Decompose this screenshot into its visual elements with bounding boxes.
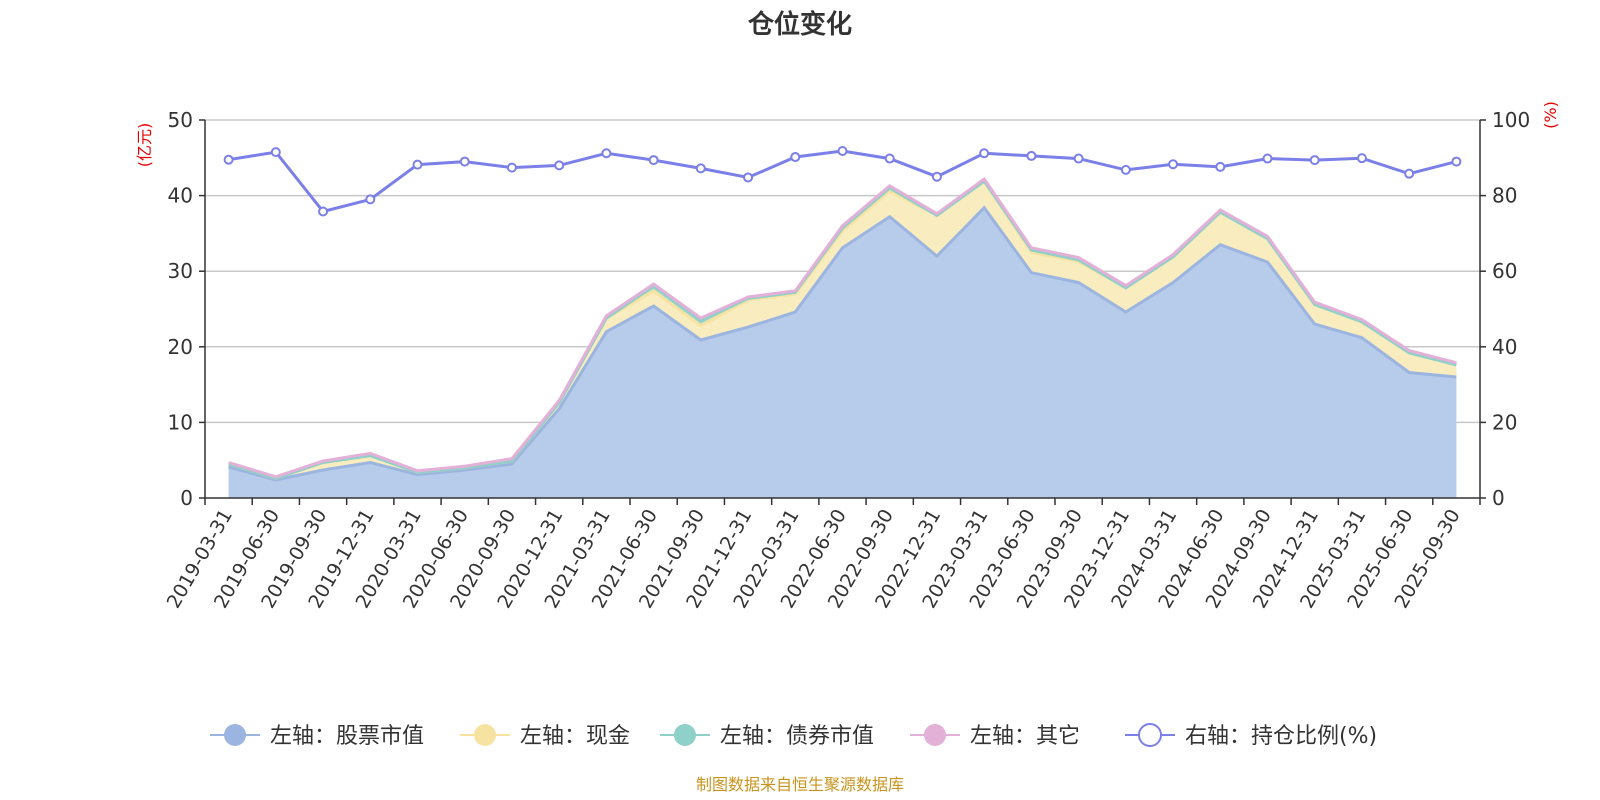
ratio-point [931, 171, 942, 182]
ratio-point [1073, 153, 1084, 164]
legend-label: 左轴：债券市值 [720, 724, 874, 749]
right-axis-ticks: 0 20 40 60 80 100 [1480, 108, 1530, 510]
area-series-1 [228, 207, 1457, 498]
data-source-note: 制图数据来自恒生聚源数据库 [696, 775, 904, 794]
ratio-point [1262, 153, 1273, 164]
x-axis-ticks: 2019-03-312019-06-302019-09-302019-12-31… [163, 498, 1481, 612]
ratio-point [270, 147, 281, 158]
legend-item-1: 左轴：股票市值 [210, 724, 424, 749]
left-tick-label: 0 [180, 486, 193, 510]
axes [204, 120, 1481, 499]
ratio-point [695, 163, 706, 174]
legend-marker [474, 724, 496, 746]
ratio-point [554, 160, 565, 171]
ratio-point [1404, 168, 1415, 179]
ratio-point [979, 148, 990, 159]
ratio-point [459, 156, 470, 167]
ratio-point [601, 148, 612, 159]
left-tick-label: 50 [168, 108, 193, 132]
left-tick-label: 20 [168, 335, 193, 359]
legend-marker [674, 724, 696, 746]
ratio-point [223, 154, 234, 165]
ratio-point [412, 159, 423, 170]
legend-item-3: 左轴：债券市值 [660, 724, 874, 749]
area-edge-series-1 [228, 205, 1457, 482]
legend-marker [1138, 723, 1162, 747]
ratio-point [365, 194, 376, 205]
chart-title: 仓位变化 [747, 9, 852, 40]
ratio-point [1026, 150, 1037, 161]
legend-marker [224, 724, 246, 746]
right-tick-label: 100 [1492, 108, 1530, 132]
right-tick-label: 20 [1492, 410, 1517, 434]
left-axis-unit: (亿元) [135, 123, 154, 168]
right-tick-label: 40 [1492, 335, 1517, 359]
legend-label: 右轴：持仓比例(%) [1185, 724, 1377, 749]
right-tick-label: 80 [1492, 184, 1517, 208]
legend-marker [924, 724, 946, 746]
left-tick-label: 10 [168, 410, 193, 434]
legend: 左轴：股票市值 左轴：现金 左轴：债券市值 左轴：其它 右轴：持仓比例(%) [210, 723, 1377, 749]
ratio-point [1120, 164, 1131, 175]
legend-label: 左轴：现金 [520, 724, 630, 749]
ratio-point [1215, 161, 1226, 172]
right-axis-unit: (%) [1541, 101, 1560, 129]
ratio-point [743, 172, 754, 183]
right-tick-label: 0 [1492, 486, 1505, 510]
legend-label: 左轴：股票市值 [270, 724, 424, 749]
legend-item-2: 左轴：现金 [460, 724, 630, 749]
ratio-point [648, 155, 659, 166]
legend-item-4: 左轴：其它 [910, 724, 1080, 749]
legend-item-5: 右轴：持仓比例(%) [1125, 723, 1377, 749]
ratio-point [1309, 155, 1320, 166]
ratio-point [506, 162, 517, 173]
left-axis-ticks: 0 10 20 30 40 50 [168, 108, 205, 510]
ratio-point [884, 153, 895, 164]
area-edge-series-4 [228, 176, 1457, 479]
stacked-areas [228, 176, 1457, 498]
right-tick-label: 60 [1492, 259, 1517, 283]
ratio-point [318, 206, 329, 217]
ratio-point [1451, 156, 1462, 167]
holding-ratio-line [223, 145, 1462, 217]
ratio-point [1168, 159, 1179, 170]
ratio-point [1356, 153, 1367, 164]
ratio-point [790, 152, 801, 163]
area-series-2 [228, 181, 1457, 480]
legend-label: 左轴：其它 [970, 724, 1080, 749]
left-tick-label: 30 [168, 259, 193, 283]
left-tick-label: 40 [168, 184, 193, 208]
ratio-point [837, 145, 848, 156]
